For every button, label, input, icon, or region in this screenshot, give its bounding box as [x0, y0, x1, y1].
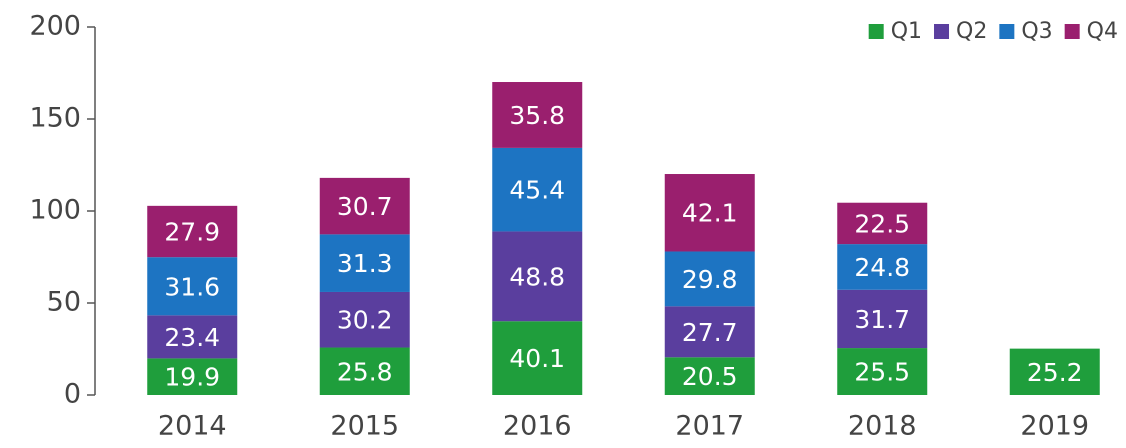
bar-segment [492, 321, 583, 395]
data-label: 48.8 [509, 262, 565, 291]
bar-segment [837, 244, 928, 290]
data-label: 31.7 [854, 305, 910, 334]
data-label: 27.7 [682, 318, 738, 347]
bar-segment [837, 348, 928, 395]
y-tick-label: 100 [29, 195, 81, 226]
data-label: 22.5 [854, 209, 910, 238]
bar-segment [147, 358, 238, 395]
data-label: 31.6 [164, 272, 220, 301]
bar-segment [664, 251, 755, 307]
legend-swatch [934, 24, 950, 39]
data-label: 30.2 [337, 306, 393, 335]
x-tick-label: 2015 [330, 411, 399, 442]
data-label: 23.4 [164, 323, 220, 352]
data-label: 40.1 [509, 344, 565, 373]
x-tick-label: 2014 [158, 411, 227, 442]
data-label: 45.4 [509, 176, 565, 205]
legend-swatch [1064, 24, 1080, 39]
bar-segment [492, 231, 583, 322]
legend-swatch [999, 24, 1015, 39]
bar-segment [319, 347, 410, 395]
bar-segment [319, 291, 410, 348]
bar-segment [837, 289, 928, 349]
y-tick-label: 150 [29, 103, 81, 134]
bar-segment [147, 205, 238, 258]
data-label: 25.2 [1027, 358, 1083, 387]
data-label: 20.5 [682, 362, 738, 391]
y-tick-label: 0 [64, 379, 81, 410]
bar-segment [492, 82, 583, 148]
legend-label: Q2 [956, 19, 987, 44]
data-label: 31.3 [337, 249, 393, 278]
data-label: 25.8 [337, 357, 393, 386]
bar-segment [147, 315, 238, 359]
bar-segment [837, 202, 928, 245]
legend-label: Q3 [1021, 19, 1052, 44]
data-label: 25.5 [854, 358, 910, 387]
x-tick-label: 2018 [848, 411, 917, 442]
x-tick-label: 2017 [675, 411, 744, 442]
bar-segment [492, 147, 583, 232]
data-label: 27.9 [164, 218, 220, 247]
y-tick-label: 200 [29, 11, 81, 42]
y-tick-label: 50 [47, 287, 81, 318]
data-label: 42.1 [682, 199, 738, 228]
x-tick-label: 2016 [503, 411, 572, 442]
bar-segment [664, 306, 755, 358]
legend-swatch [868, 24, 884, 39]
bar-segment [319, 177, 410, 235]
data-label: 24.8 [854, 253, 910, 282]
x-tick-label: 2019 [1020, 411, 1089, 442]
data-label: 29.8 [682, 265, 738, 294]
data-label: 35.8 [509, 101, 565, 130]
data-label: 30.7 [337, 192, 393, 221]
data-label: 19.9 [164, 363, 220, 392]
bar-segment [664, 357, 755, 395]
legend-label: Q4 [1087, 19, 1118, 44]
legend-label: Q1 [891, 19, 922, 44]
bar-segment [664, 174, 755, 252]
bar-segment [147, 257, 238, 316]
bar-segment [319, 234, 410, 292]
bar-segment [1009, 348, 1100, 395]
